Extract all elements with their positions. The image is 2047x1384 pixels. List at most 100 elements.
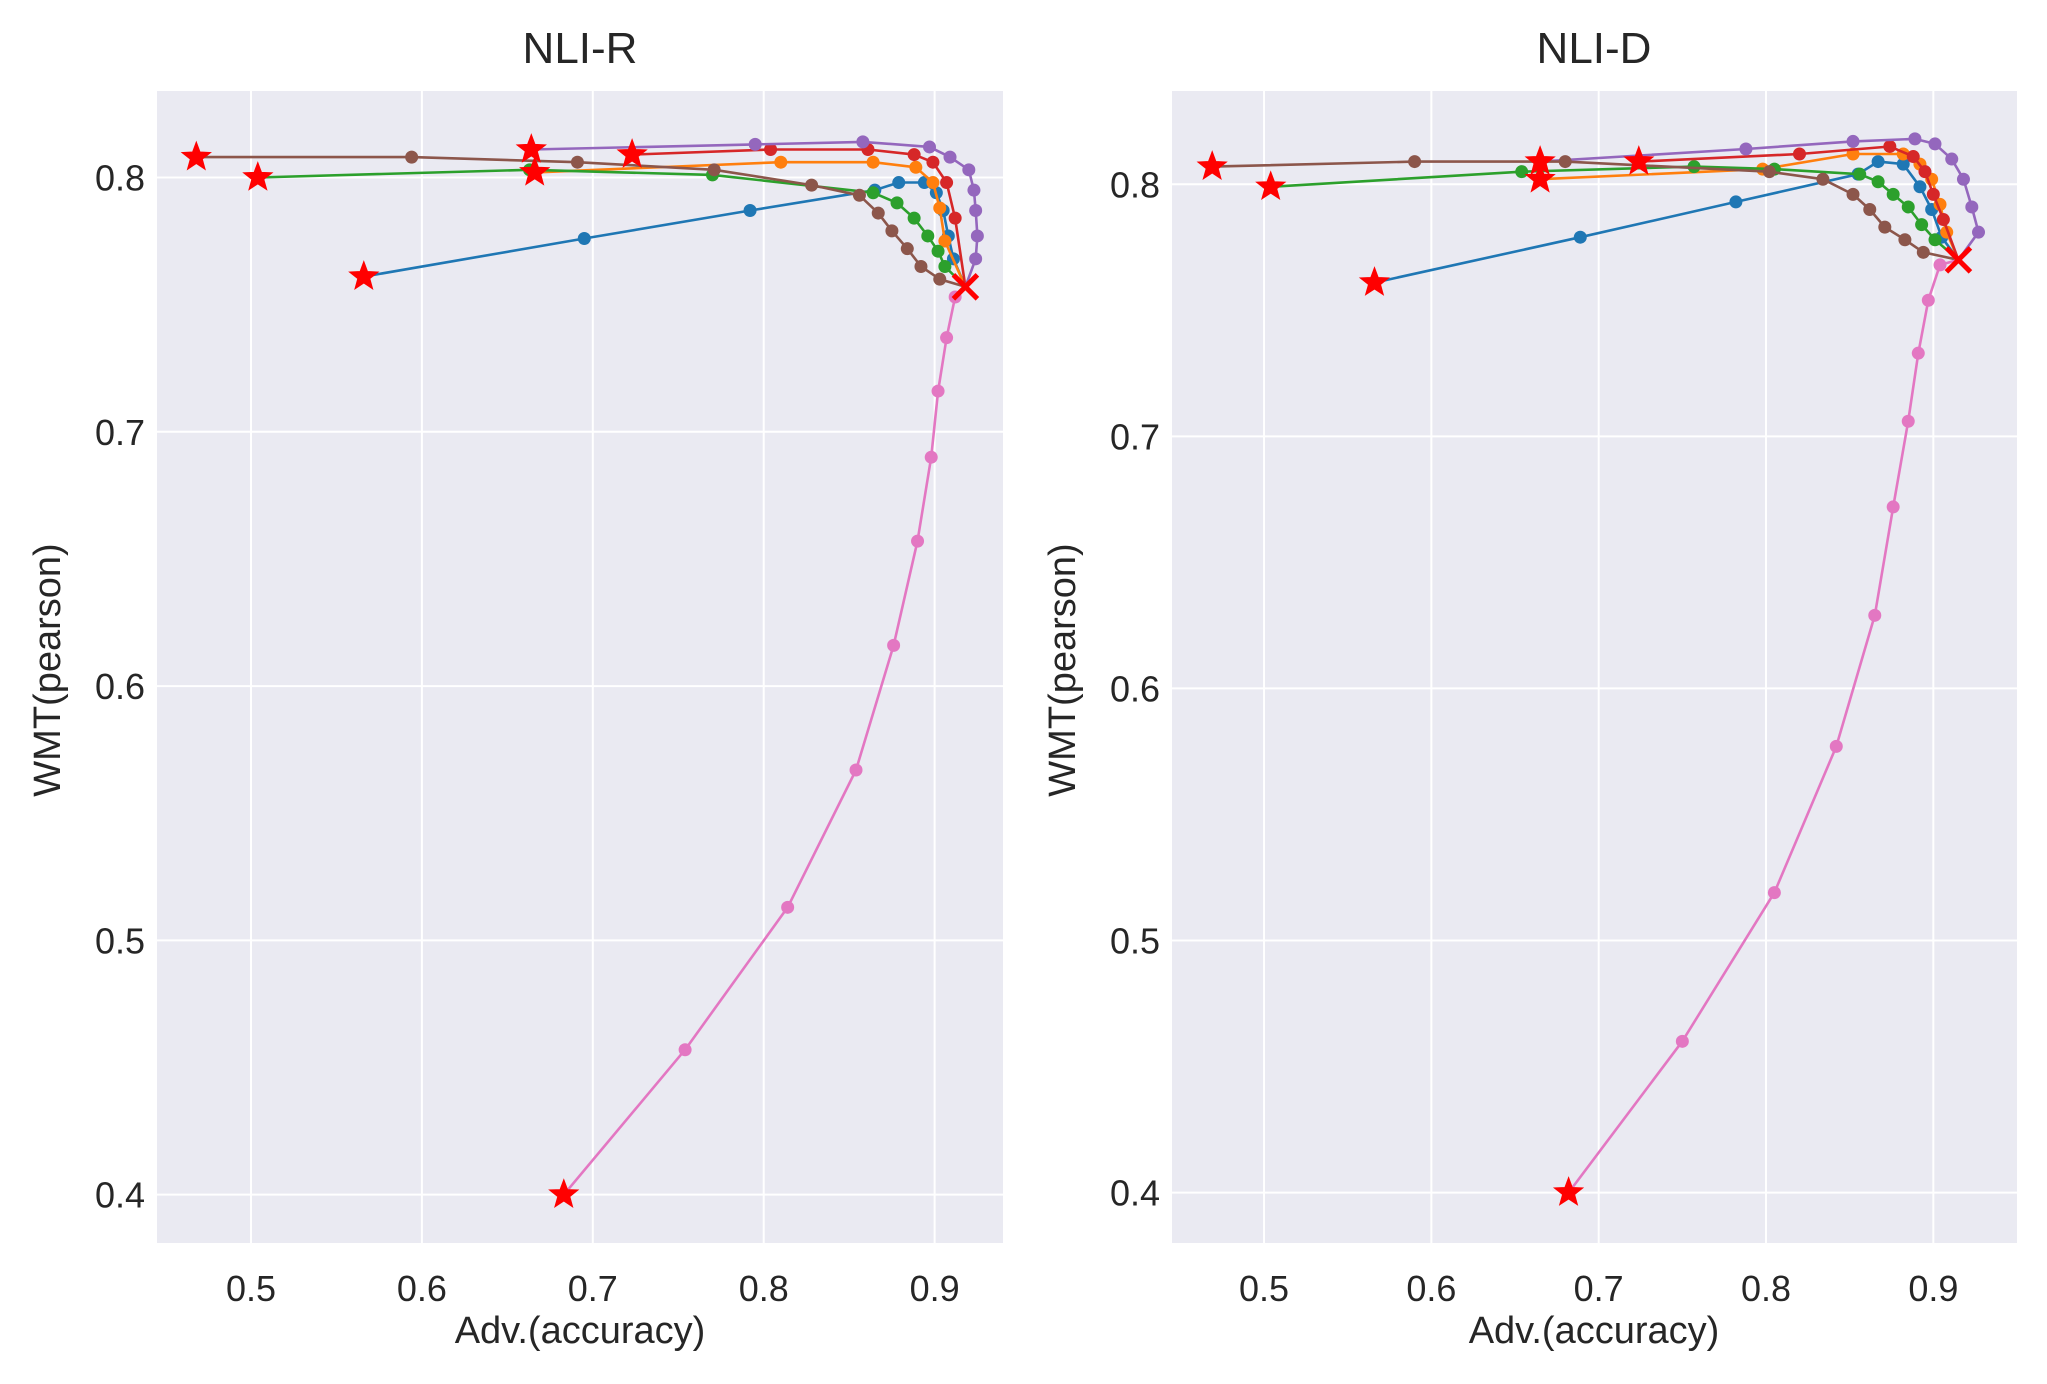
x-tick-label: 0.8 — [739, 1268, 789, 1309]
y-tick-labels: 0.4 0.5 0.6 0.7 0.8 — [1110, 164, 1160, 1213]
data-point — [774, 155, 788, 169]
x-tick-labels: 0.5 0.6 0.7 0.8 0.9 — [1239, 1268, 1958, 1309]
data-point — [907, 148, 921, 162]
x-tick-label: 0.6 — [1406, 1268, 1456, 1309]
data-point — [1916, 245, 1930, 259]
y-tick-label: 0.4 — [1110, 1173, 1160, 1214]
data-point — [890, 196, 904, 210]
data-point — [1846, 187, 1860, 201]
x-tick-label: 0.6 — [397, 1268, 447, 1309]
data-point — [969, 204, 983, 218]
plot-area — [157, 91, 1003, 1243]
start-star-marker — [1552, 1176, 1585, 1206]
data-point — [926, 155, 940, 169]
start-star-marker — [242, 161, 274, 191]
x-tick-label: 0.7 — [1574, 1268, 1624, 1309]
data-point — [849, 763, 863, 777]
y-tick-label: 0.7 — [95, 412, 145, 453]
data-point — [866, 155, 880, 169]
x-tick-label: 0.9 — [910, 1268, 960, 1309]
data-point — [1901, 200, 1915, 214]
series-pink — [1567, 258, 1959, 1194]
start-star-marker — [1358, 266, 1391, 296]
panel-title: NLI-R — [523, 24, 638, 73]
series-line — [1374, 160, 1960, 284]
series-line — [257, 168, 967, 288]
data-point — [1829, 739, 1843, 753]
data-point — [1846, 134, 1860, 148]
data-point — [926, 176, 940, 190]
data-point — [940, 331, 954, 345]
series-purple — [1540, 132, 1986, 261]
data-point — [871, 206, 885, 220]
start-star-marker — [548, 1178, 580, 1208]
panel-nli-d: 0.5 0.6 0.7 0.8 0.9 0.4 0.5 0.6 0.7 0.8 NLI-D Ad… — [1042, 24, 2017, 1352]
panel-title: NLI-D — [1537, 24, 1652, 73]
data-point — [1853, 167, 1867, 181]
data-point — [1515, 165, 1529, 179]
data-point — [1729, 195, 1743, 209]
data-point — [1558, 155, 1572, 169]
data-point — [856, 135, 870, 149]
series-line — [1540, 137, 1980, 261]
data-point — [940, 176, 954, 190]
data-point — [678, 1043, 692, 1057]
data-point — [887, 638, 901, 652]
data-point — [570, 155, 584, 169]
data-point — [1906, 150, 1920, 164]
data-point — [914, 259, 928, 273]
series-layer — [180, 133, 984, 1208]
data-point — [1928, 137, 1942, 151]
series-purple — [531, 135, 984, 288]
data-point — [943, 150, 957, 164]
data-point — [1928, 233, 1942, 247]
data-point — [931, 384, 945, 398]
series-pink — [562, 285, 967, 1196]
data-point — [577, 231, 591, 245]
data-point — [1915, 218, 1929, 232]
data-point — [962, 163, 976, 177]
data-point — [900, 242, 914, 256]
data-point — [405, 150, 419, 164]
start-star-marker — [1524, 162, 1556, 193]
data-point — [938, 234, 952, 248]
data-point — [1886, 500, 1900, 514]
start-star-marker — [1623, 145, 1655, 175]
series-layer — [1196, 132, 1986, 1206]
data-point — [1863, 202, 1877, 216]
data-point — [970, 229, 984, 243]
y-tick-label: 0.5 — [1110, 921, 1160, 962]
y-tick-labels: 0.4 0.5 0.6 0.7 0.8 — [95, 157, 145, 1215]
x-tick-label: 0.8 — [1741, 1268, 1791, 1309]
data-point — [1898, 233, 1912, 247]
data-point — [1816, 172, 1830, 186]
data-point — [1767, 886, 1781, 900]
data-point — [938, 259, 952, 273]
start-star-marker — [519, 155, 551, 186]
data-point — [1408, 155, 1422, 169]
y-tick-label: 0.7 — [1110, 416, 1160, 457]
data-point — [892, 176, 906, 190]
x-tick-label: 0.9 — [1908, 1268, 1958, 1309]
start-star-marker — [1255, 170, 1287, 201]
data-point — [1762, 165, 1776, 179]
data-point — [1911, 346, 1925, 360]
y-axis-label: WMT(pearson) — [27, 543, 69, 796]
data-point — [1868, 608, 1882, 622]
data-point — [1878, 220, 1892, 234]
data-point — [909, 160, 923, 174]
data-point — [707, 163, 721, 177]
plot-area — [1172, 91, 2017, 1243]
data-point — [933, 272, 947, 286]
data-point — [967, 183, 981, 197]
data-point — [1965, 200, 1979, 214]
y-tick-label: 0.8 — [95, 157, 145, 198]
data-point — [1913, 180, 1927, 194]
data-point — [1792, 147, 1806, 161]
data-point — [1921, 293, 1935, 307]
y-axis-label: WMT(pearson) — [1042, 543, 1084, 796]
start-star-marker — [515, 133, 547, 163]
data-point — [969, 252, 983, 266]
data-point — [911, 534, 925, 548]
